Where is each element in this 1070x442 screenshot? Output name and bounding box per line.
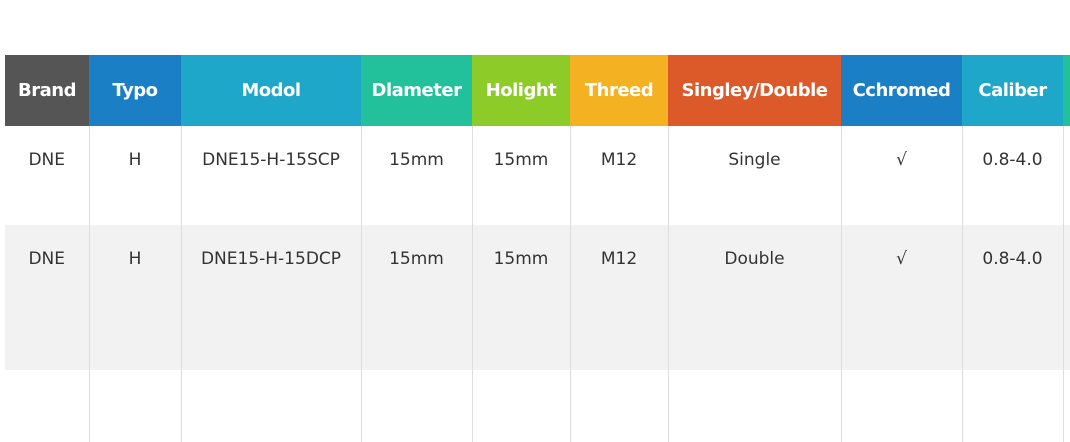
table-cell: 15mm [360,225,473,370]
table-cell [1062,225,1070,370]
column-header: Threed [570,55,668,126]
column-header: Caliber [962,55,1063,126]
table-cell [88,370,182,442]
table-row [5,370,1070,442]
table-cell: 0.8-4.0 [961,225,1064,370]
column-header: Brand [5,55,89,126]
table-cell: H [88,126,182,225]
table-cell: DNE15-H-15DCP [180,225,362,370]
table-cell: 15mm [360,126,473,225]
table-cell: DNE15-H-15SCP [180,126,362,225]
column-header: Dlameter [361,55,472,126]
header-row: Brand Typo Modol Dlameter Holight Threed Singl… [5,55,1070,126]
table-cell [840,370,963,442]
table-cell: Double [667,225,842,370]
table-cell: M12 [569,225,669,370]
table-cell [5,370,90,442]
table-cell [667,370,842,442]
table-cell [471,370,571,442]
column-header [1063,55,1070,126]
table-cell [360,370,473,442]
table-cell: √ [840,225,963,370]
table-row: DNE H DNE15-H-15SCP 15mm 15mm M12 Single √ 0.8-4… [5,126,1070,225]
table-cell: 15mm [471,225,571,370]
product-spec-table: Brand Typo Modol Dlameter Holight Threed Singl… [5,55,1070,442]
table-cell: DNE [5,126,90,225]
table-cell: M12 [569,126,669,225]
table-cell: Single [667,126,842,225]
column-header: Cchromed [841,55,962,126]
column-header: Typo [89,55,181,126]
table-cell [1062,126,1070,225]
table-cell [569,370,669,442]
table-row: DNE H DNE15-H-15DCP 15mm 15mm M12 Double √ 0.8-4… [5,225,1070,370]
table-cell [1062,370,1070,442]
column-header: Modol [181,55,361,126]
table-cell: 0.8-4.0 [961,126,1064,225]
table-cell: √ [840,126,963,225]
table-cell: H [88,225,182,370]
column-header: Singley/Double [668,55,841,126]
table-cell: DNE [5,225,90,370]
column-header: Holight [472,55,570,126]
table-cell [180,370,362,442]
table-cell [961,370,1064,442]
table-cell: 15mm [471,126,571,225]
